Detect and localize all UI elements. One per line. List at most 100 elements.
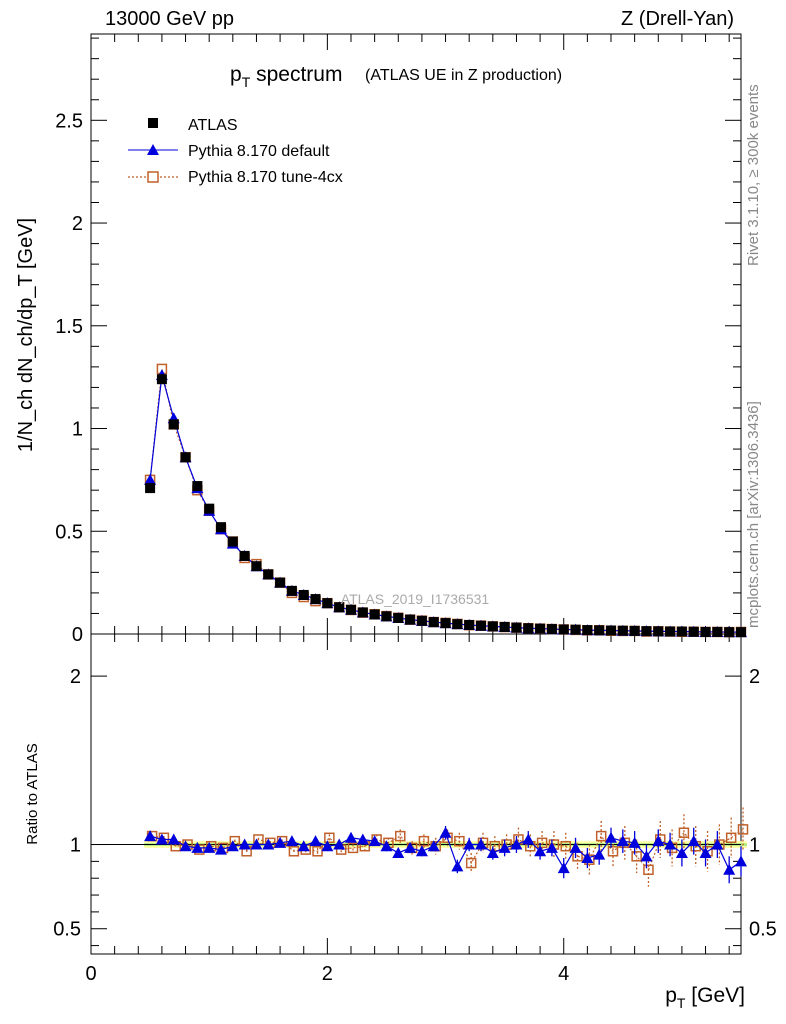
ratio-point xyxy=(297,840,310,852)
ratio-point xyxy=(664,838,677,850)
ratio-point xyxy=(454,835,465,847)
main-point xyxy=(606,625,616,636)
main-point xyxy=(322,598,333,609)
main-point xyxy=(570,624,581,635)
x-tick-label: 2 xyxy=(322,963,333,985)
ratio-point xyxy=(333,838,346,850)
ratio-point xyxy=(737,824,749,835)
ratio-point xyxy=(380,840,393,852)
ratio-point xyxy=(557,862,570,874)
ratio-point xyxy=(569,841,582,853)
main-y-tick-label: 0.5 xyxy=(55,521,83,543)
plot-title-main: p xyxy=(230,63,242,86)
x-tick-label: 0 xyxy=(85,963,96,985)
ratio-point xyxy=(581,852,594,863)
ratio-point xyxy=(687,835,700,847)
main-point xyxy=(511,622,522,633)
ratio-point xyxy=(465,857,477,869)
x-tick-label: 4 xyxy=(558,963,569,985)
main-point xyxy=(665,626,676,637)
ratio-point xyxy=(324,832,335,844)
analysis-watermark: ATLAS_2019_I1736531 xyxy=(341,591,490,607)
ratio-point xyxy=(725,832,737,844)
ratio-point xyxy=(534,845,547,857)
main-point xyxy=(156,374,167,385)
x-axis-label-main: p xyxy=(665,984,677,1007)
ratio-point xyxy=(262,838,275,850)
main-point xyxy=(381,611,392,622)
main-point xyxy=(499,622,510,633)
main-point xyxy=(641,626,652,637)
main-y-axis-label: 1/N_ch dN_ch/dp_T [GeV] xyxy=(15,218,37,452)
legend-marker-tune xyxy=(147,171,159,183)
legend-label-atlas: ATLAS xyxy=(188,117,238,134)
x-axis-label: pT [GeV] xyxy=(665,984,745,1011)
main-y-tick-label: 1.5 xyxy=(55,316,83,338)
ratio-point xyxy=(628,836,641,848)
main-y-tick-label: 2.5 xyxy=(55,110,83,132)
ratio-point xyxy=(463,838,476,850)
ratio-point xyxy=(321,840,334,852)
ratio-point xyxy=(356,833,369,845)
main-point xyxy=(428,617,439,628)
ratio-point xyxy=(723,863,736,875)
main-y-tick-label: 0 xyxy=(72,624,83,646)
legend-marker-default xyxy=(147,144,159,155)
main-point xyxy=(145,483,156,494)
main-point xyxy=(487,621,498,632)
ratio-point xyxy=(595,830,607,842)
process-label: Z (Drell-Yan) xyxy=(621,8,734,30)
ratio-point xyxy=(226,840,239,852)
ratio-y-tick-label-left: 1 xyxy=(70,835,81,857)
ratio-point xyxy=(643,864,654,876)
main-point xyxy=(452,619,463,630)
ratio-point xyxy=(498,841,511,853)
main-point xyxy=(582,625,593,636)
legend-label-default: Pythia 8.170 default xyxy=(188,143,330,160)
main-point xyxy=(369,609,380,620)
main-point xyxy=(393,612,404,623)
main-point xyxy=(286,585,297,596)
ratio-point xyxy=(675,846,688,858)
main-point xyxy=(204,503,215,514)
main-point xyxy=(334,602,345,613)
ratio-point xyxy=(439,826,452,838)
ratio-point xyxy=(274,836,287,848)
main-point xyxy=(594,625,605,636)
ratio-point xyxy=(288,846,300,857)
ratio-point xyxy=(616,835,629,847)
ratio-y-axis-label: Ratio to ATLAS xyxy=(24,743,41,844)
main-point xyxy=(535,623,546,634)
ratio-y-tick-label-right: 0.5 xyxy=(749,919,777,941)
main-point xyxy=(464,619,475,630)
main-point xyxy=(653,626,664,637)
plot-title-sub: T xyxy=(242,74,251,90)
ratio-point xyxy=(605,831,617,843)
ratio-point xyxy=(404,841,417,853)
main-y-tick-label: 2 xyxy=(72,213,83,235)
main-point xyxy=(346,604,356,615)
main-point xyxy=(688,626,699,637)
main-point xyxy=(712,626,723,637)
main-point xyxy=(310,594,321,605)
ratio-y-tick-label-left: 2 xyxy=(70,666,81,688)
ratio-point xyxy=(451,860,464,872)
ratio-point xyxy=(475,838,487,850)
plot-title: pT spectrum xyxy=(230,63,342,90)
ratio-point xyxy=(345,831,357,843)
ratio-point xyxy=(678,827,690,838)
main-point xyxy=(298,589,309,600)
main-point xyxy=(251,561,262,572)
main-point xyxy=(546,624,557,635)
x-axis-label-sub: T xyxy=(677,995,686,1011)
ratio-point xyxy=(415,845,428,857)
ratio-point xyxy=(631,851,642,862)
ratio-point xyxy=(155,833,168,845)
ratio-point xyxy=(191,841,204,853)
main-point xyxy=(676,626,687,637)
ratio-point xyxy=(560,840,571,852)
ratio-point xyxy=(652,835,665,847)
ratio-point xyxy=(285,835,298,847)
main-point xyxy=(168,419,179,430)
